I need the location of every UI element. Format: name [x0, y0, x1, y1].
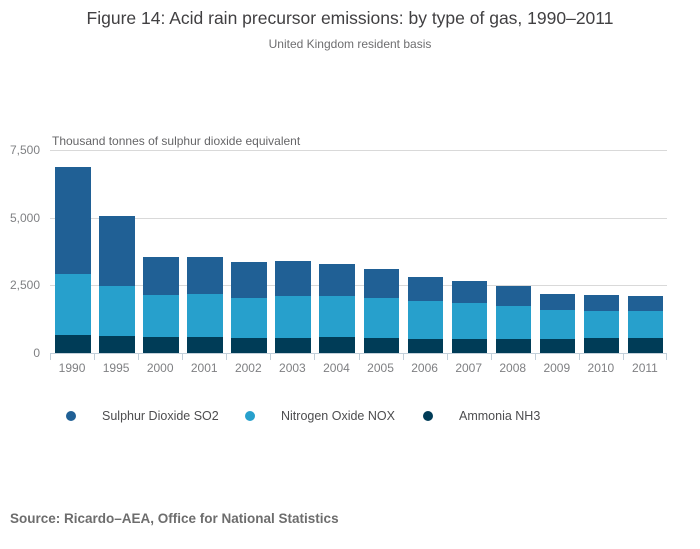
- x-axis-tick: [182, 354, 184, 360]
- y-axis-unit-label: Thousand tonnes of sulphur dioxide equiv…: [52, 134, 301, 148]
- x-axis-label-2002: 2002: [234, 361, 262, 375]
- bar-segment-nox-2000[interactable]: [143, 295, 179, 337]
- bar-segment-nh3-1990[interactable]: [55, 335, 91, 353]
- bar-segment-nox-2010[interactable]: [583, 310, 620, 339]
- bar-segment-nh3-1995[interactable]: [99, 335, 135, 353]
- x-axis-tick: [402, 354, 404, 360]
- bar-segment-nox-2005[interactable]: [363, 297, 399, 338]
- legend-label-nh3: Ammonia NH3: [459, 409, 541, 423]
- bar-segment-so2-2002[interactable]: [231, 262, 267, 298]
- bar-segment-nh3-2000[interactable]: [143, 336, 179, 353]
- chart-title: Figure 14: Acid rain precursor emissions…: [86, 8, 614, 28]
- bar-segment-nh3-2005[interactable]: [363, 337, 399, 353]
- x-axis-label-2011: 2011: [632, 361, 658, 375]
- bar-segment-nh3-2011[interactable]: [627, 338, 664, 353]
- x-axis-label-2008: 2008: [499, 361, 527, 375]
- x-axis-label-2000: 2000: [146, 361, 174, 375]
- gridline-2500: [50, 285, 667, 287]
- bar-segment-so2-2011[interactable]: [627, 295, 664, 311]
- gridline-5000: [50, 217, 667, 219]
- y-axis-tick-label-7500: 7,500: [9, 143, 40, 157]
- bar-segment-nox-2008[interactable]: [495, 306, 532, 339]
- bar-segment-nox-2007[interactable]: [451, 302, 488, 339]
- x-axis-tick: [314, 354, 316, 360]
- bar-segment-nox-2006[interactable]: [407, 301, 444, 339]
- legend-swatch-nox: [245, 411, 255, 421]
- x-axis-tick: [490, 354, 492, 360]
- x-axis-tick: [534, 354, 536, 360]
- x-axis-tick: [666, 354, 667, 360]
- bar-segment-so2-2006[interactable]: [407, 276, 444, 302]
- legend-item-nh3[interactable]: Ammonia NH3: [423, 408, 540, 424]
- bar-segment-nox-2004[interactable]: [319, 296, 355, 338]
- plot-area: [50, 150, 667, 360]
- bar-segment-nh3-2003[interactable]: [275, 337, 311, 353]
- x-axis-tick: [622, 354, 624, 360]
- bar-segment-so2-1990[interactable]: [55, 167, 91, 274]
- bar-segment-so2-2010[interactable]: [583, 294, 620, 311]
- bar-segment-so2-2009[interactable]: [539, 294, 576, 310]
- bar-segment-so2-2000[interactable]: [143, 257, 179, 296]
- x-axis-label-2007: 2007: [455, 361, 483, 375]
- x-axis-label-2006: 2006: [411, 361, 438, 375]
- x-axis-label-2010: 2010: [587, 361, 615, 375]
- bar-segment-nh3-2008[interactable]: [495, 338, 532, 353]
- bar-segment-nh3-2010[interactable]: [583, 338, 620, 353]
- bar-segment-nh3-2001[interactable]: [187, 336, 223, 353]
- x-axis-tick: [446, 354, 448, 360]
- x-axis-label-2003: 2003: [279, 361, 306, 375]
- bar-segment-nh3-2009[interactable]: [539, 338, 576, 353]
- y-axis-tick-label-0: 0: [33, 346, 40, 360]
- bar-segment-so2-2003[interactable]: [275, 260, 311, 297]
- legend-label-nox: Nitrogen Oxide NOX: [281, 409, 395, 423]
- x-axis-line: [50, 353, 667, 354]
- x-axis-tick: [226, 354, 228, 360]
- bar-segment-so2-2008[interactable]: [495, 285, 532, 307]
- bar-segment-nh3-2007[interactable]: [451, 338, 488, 353]
- y-axis-tick-label-5000: 5,000: [9, 210, 40, 225]
- x-axis-tick: [358, 354, 360, 360]
- bar-segment-nox-2011[interactable]: [627, 310, 664, 339]
- bar-segment-nox-1990[interactable]: [55, 273, 91, 335]
- bar-segment-nox-2001[interactable]: [187, 293, 223, 337]
- x-axis-label-2009: 2009: [543, 361, 571, 375]
- gridline-7500: [50, 150, 667, 151]
- bar-segment-so2-2001[interactable]: [187, 257, 223, 294]
- x-axis-tick: [578, 354, 580, 360]
- x-axis-tick: [50, 354, 51, 360]
- legend-swatch-so2: [66, 411, 76, 421]
- bar-segment-nox-2009[interactable]: [539, 309, 576, 339]
- chart-subtitle: United Kingdom resident basis: [268, 37, 432, 51]
- x-axis-tick: [94, 354, 96, 360]
- x-axis-tick: [270, 354, 272, 360]
- y-axis-tick-label-2500: 2,500: [9, 278, 40, 293]
- legend-label-so2: Sulphur Dioxide SO2: [102, 409, 219, 423]
- bar-segment-so2-1995[interactable]: [99, 216, 135, 286]
- legend-item-so2[interactable]: Sulphur Dioxide SO2: [66, 408, 219, 424]
- bar-segment-so2-2007[interactable]: [451, 280, 488, 303]
- bar-segment-nox-2002[interactable]: [231, 297, 267, 338]
- x-axis-label-1995: 1995: [102, 361, 130, 375]
- bar-segment-nox-2003[interactable]: [275, 296, 311, 338]
- bar-segment-nh3-2006[interactable]: [407, 338, 444, 353]
- x-axis-tick: [138, 354, 140, 360]
- legend-item-nox[interactable]: Nitrogen Oxide NOX: [245, 408, 395, 424]
- x-axis-label-2005: 2005: [367, 361, 394, 375]
- bar-segment-nh3-2004[interactable]: [319, 337, 355, 353]
- legend-swatch-nh3: [423, 411, 433, 421]
- bar-segment-nh3-2002[interactable]: [231, 337, 267, 353]
- bar-segment-nox-1995[interactable]: [99, 285, 135, 336]
- bar-segment-so2-2004[interactable]: [319, 264, 355, 297]
- x-axis-label-2001: 2001: [190, 361, 218, 375]
- bar-segment-so2-2005[interactable]: [363, 268, 399, 298]
- x-axis-label-2004: 2004: [323, 361, 350, 375]
- source-note: Source: Ricardo–AEA, Office for National…: [10, 511, 339, 526]
- x-axis-label-1990: 1990: [58, 361, 86, 375]
